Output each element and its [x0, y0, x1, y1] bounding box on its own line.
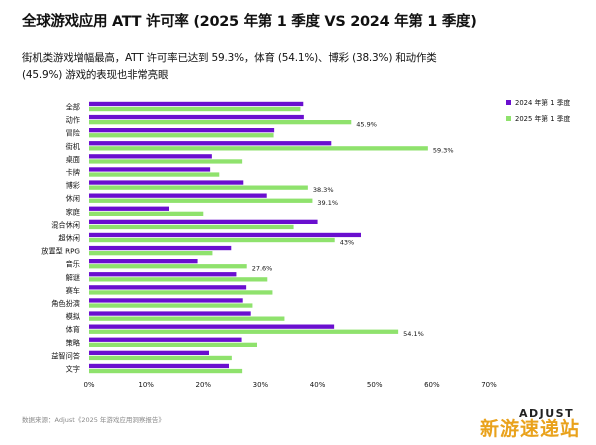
- bar-2025: [89, 237, 335, 243]
- bar-2025: [89, 185, 308, 190]
- x-tick-label: 30%: [253, 381, 269, 389]
- x-tick-label: 40%: [310, 381, 326, 389]
- bar-2025: [89, 198, 313, 203]
- legend-swatch-2024: [506, 100, 511, 105]
- bar-2024: [89, 128, 275, 133]
- bar-2024: [89, 114, 304, 120]
- category-label: 模拟: [66, 312, 80, 321]
- adjust-logo: ADJUST: [519, 407, 575, 420]
- data-label: 27.6%: [252, 265, 273, 273]
- legend-label: 2025 年第 1 季度: [515, 114, 570, 123]
- bar-2024: [89, 259, 198, 264]
- bar-2024: [89, 285, 247, 290]
- bar-2024: [89, 180, 244, 185]
- category-label: 桌面: [66, 155, 80, 164]
- x-tick-label: 70%: [481, 381, 497, 389]
- category-label: 休闲: [66, 194, 80, 203]
- bar-2025: [89, 211, 204, 216]
- data-label: 45.9%: [356, 120, 377, 128]
- category-label: 家庭: [66, 207, 80, 216]
- bar-2024: [89, 272, 237, 277]
- bar-2024: [89, 311, 251, 316]
- x-tick-label: 60%: [424, 381, 440, 389]
- bar-2024: [89, 206, 169, 211]
- category-label: 策略: [66, 338, 81, 347]
- legend-swatch-2025: [506, 116, 511, 121]
- legend-label: 2024 年第 1 季度: [515, 98, 570, 107]
- category-label: 益智问答: [51, 351, 80, 360]
- bar-2025: [89, 342, 257, 347]
- x-tick-label: 0%: [83, 381, 94, 389]
- bar-2024: [89, 193, 267, 198]
- category-label: 卡牌: [66, 168, 80, 177]
- bar-2025: [89, 277, 268, 282]
- bar-2025: [89, 106, 301, 112]
- category-label: 混合休闲: [51, 220, 80, 229]
- watermark: 新游速递站: [480, 418, 581, 440]
- bar-2025: [89, 146, 428, 151]
- category-label: 体育: [66, 325, 80, 334]
- chart-subtitle: 街机类游戏增幅最高，ATT 许可率已达到 59.3%，体育 (54.1%)、博彩…: [22, 52, 437, 81]
- category-label: 解谜: [66, 273, 80, 282]
- category-label: 冒险: [66, 129, 81, 138]
- bar-2024: [89, 154, 212, 159]
- source-note: 数据来源：Adjust《2025 年游戏应用洞察报告》: [22, 416, 165, 424]
- category-label: 放置型 RPG: [41, 247, 80, 256]
- bar-2025: [89, 303, 253, 308]
- bar-2024: [89, 324, 335, 329]
- category-label: 博彩: [66, 181, 80, 190]
- bar-2024: [89, 167, 211, 172]
- bar-2025: [89, 355, 232, 361]
- category-label: 全部: [66, 103, 80, 112]
- data-label: 38.3%: [313, 186, 334, 194]
- category-label: 超休闲: [58, 234, 80, 243]
- bar-2025: [89, 251, 213, 256]
- bar-2025: [89, 329, 399, 334]
- bar-2024: [89, 141, 332, 146]
- bar-2024: [89, 298, 243, 303]
- bar-2024: [89, 101, 304, 107]
- bar-2025: [89, 264, 247, 269]
- bar-2025: [89, 368, 243, 374]
- chart-title: 全球游戏应用 ATT 许可率 (2025 年第 1 季度 VS 2024 年第 …: [22, 14, 477, 30]
- x-tick-label: 20%: [196, 381, 212, 389]
- category-label: 音乐: [66, 260, 80, 269]
- bar-2025: [89, 172, 220, 177]
- category-label: 街机: [66, 142, 81, 151]
- x-tick-label: 50%: [367, 381, 383, 389]
- bar-2024: [89, 350, 209, 355]
- category-label: 文字: [66, 365, 80, 374]
- data-label: 39.1%: [317, 199, 338, 207]
- bar-2025: [89, 290, 273, 295]
- bar-2025: [89, 316, 285, 321]
- bar-2025: [89, 133, 274, 138]
- data-label: 59.3%: [433, 147, 454, 155]
- bar-2025: [89, 159, 243, 164]
- bar-2024: [89, 219, 318, 224]
- bar-2024: [89, 232, 361, 238]
- bar-2024: [89, 337, 242, 342]
- x-tick-label: 10%: [138, 381, 154, 389]
- category-label: 动作: [66, 116, 80, 125]
- data-label: 54.1%: [403, 330, 424, 338]
- category-label: 赛车: [66, 286, 80, 295]
- category-label: 角色扮演: [51, 299, 80, 308]
- bar-2024: [89, 363, 229, 369]
- bar-2024: [89, 245, 232, 251]
- data-label: 43%: [340, 238, 354, 246]
- bar-2025: [89, 224, 294, 230]
- bar-2025: [89, 120, 352, 125]
